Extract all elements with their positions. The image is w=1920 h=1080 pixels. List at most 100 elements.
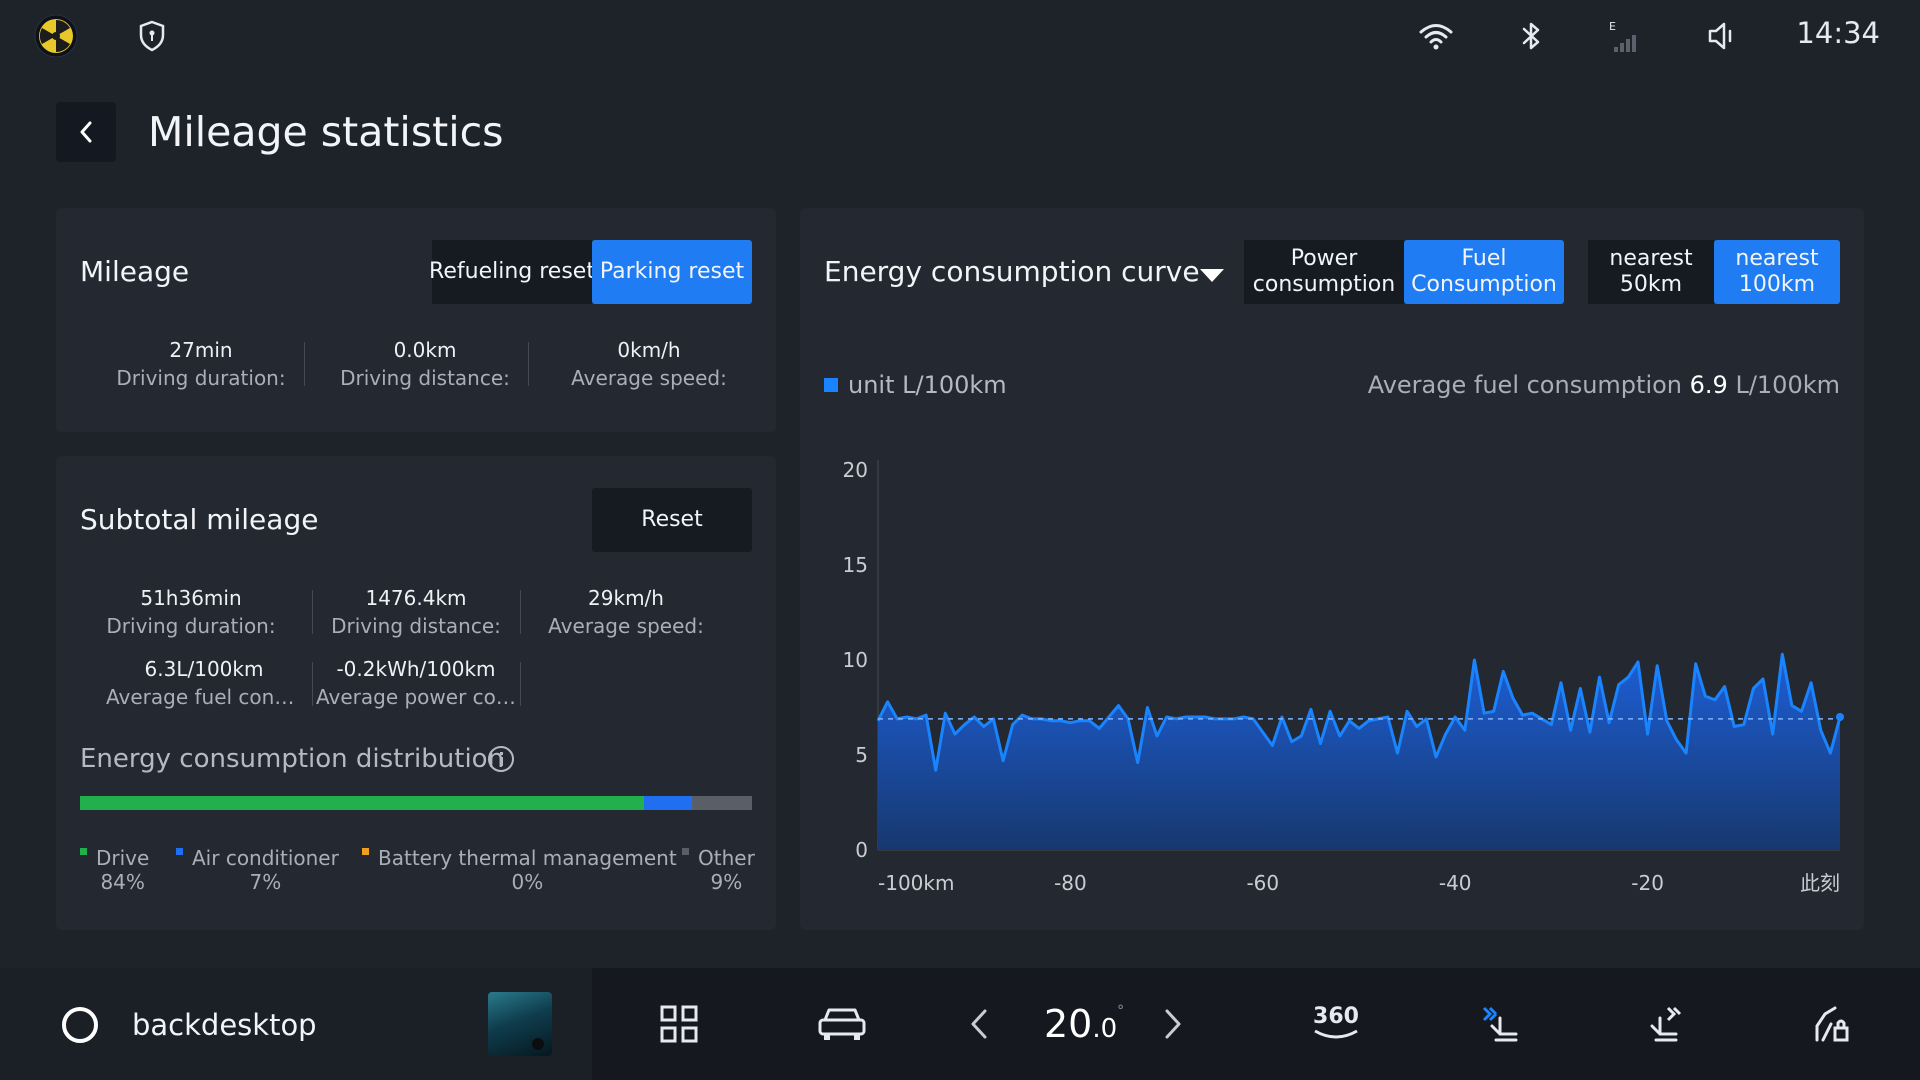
apps-grid-icon[interactable]: [656, 998, 702, 1050]
back-button[interactable]: [56, 102, 116, 162]
legend-percent: 9%: [710, 870, 743, 894]
divider: [520, 590, 521, 634]
temp-down-icon[interactable]: [966, 998, 992, 1050]
avg-label: Average fuel consumption: [1367, 371, 1682, 399]
avg-unit: L/100km: [1735, 371, 1840, 399]
info-icon-bar: [500, 757, 503, 766]
distribution-segment: [80, 796, 645, 810]
divider: [312, 590, 313, 634]
seat-lock-icon[interactable]: [1812, 998, 1852, 1050]
stat-label: Driving duration:: [116, 366, 286, 390]
x-tick-label: -40: [1439, 871, 1472, 895]
x-tick-label: 此刻: [1800, 871, 1840, 895]
stat-value: 0km/h: [617, 338, 681, 362]
x-tick-label: -60: [1246, 871, 1279, 895]
y-tick-label: 20: [843, 458, 868, 482]
legend-drive: Drive 84%: [80, 846, 150, 894]
subtotal-reset-wrap: Reset: [592, 488, 752, 552]
passenger-seat-fan-icon[interactable]: [1640, 998, 1688, 1050]
stat-label: Driving distance:: [340, 366, 510, 390]
nearest-100km-button[interactable]: nearest 100km: [1714, 240, 1840, 304]
x-tick-label: -80: [1054, 871, 1087, 895]
stat-label: Driving duration:: [106, 614, 276, 638]
divider: [312, 662, 313, 706]
rotate-arrow-icon: [1314, 1029, 1358, 1039]
subtotal-reset-button[interactable]: Reset: [592, 488, 752, 552]
swatch: [362, 848, 369, 855]
mileage-reset-selector: Refueling reset Parking reset: [429, 240, 752, 304]
y-tick-label: 0: [855, 838, 868, 862]
subtotal-mileage-card: Subtotal mileage Reset 51h36min Driving …: [56, 456, 776, 930]
distribution-segment: [691, 796, 752, 810]
y-tick-label: 5: [855, 743, 868, 767]
camera-360-icon[interactable]: 360: [1308, 998, 1364, 1050]
swatch: [176, 848, 183, 855]
stat-value: -0.2kWh/100km: [336, 657, 496, 681]
distribution-title: Energy consumption distribution: [80, 744, 505, 774]
dropdown-icon[interactable]: [1200, 268, 1224, 287]
x-tick-label: -20: [1631, 871, 1664, 895]
fuel-consumption-button[interactable]: Fuel Consumption: [1404, 240, 1564, 304]
average-fuel-consumption: Average fuel consumption 6.9 L/100km: [1368, 371, 1840, 399]
mileage-stat-distance: 0.0km Driving distance:: [320, 336, 530, 392]
energy-curve-card: Energy consumption curve Power consumpti…: [800, 208, 1864, 930]
stat-label: Average speed:: [571, 366, 727, 390]
swatch: [682, 848, 689, 855]
stat-value: 51h36min: [140, 586, 242, 610]
cellular-signal-icon: E: [1606, 14, 1640, 58]
temperature-decimal: .0: [1092, 1014, 1118, 1044]
stat-label: Average speed:: [548, 614, 704, 638]
status-bar: E 14:34: [0, 0, 1920, 72]
divider: [528, 342, 529, 386]
view360-label: 360: [1313, 1004, 1359, 1029]
fuel-consumption-chart: 0 5 10 15 20 -100km -80 -60 -40 -20 此刻: [843, 458, 1844, 895]
page-title: Mileage statistics: [148, 108, 504, 156]
subtotal-stat-duration: 51h36min Driving duration:: [96, 584, 286, 640]
consumption-type-selector: Power consumption Fuel Consumption: [1244, 240, 1564, 304]
subtotal-stat-power: -0.2kWh/100km Average power con...: [316, 655, 516, 711]
volume-icon[interactable]: [1706, 14, 1742, 58]
shield-icon[interactable]: [136, 14, 168, 58]
subtotal-title: Subtotal mileage: [80, 503, 319, 536]
x-tick-label: -100km: [878, 871, 954, 895]
swatch: [80, 848, 87, 855]
media-thumbnail[interactable]: [488, 992, 552, 1056]
mileage-title: Mileage: [80, 255, 190, 288]
y-tick-label: 15: [843, 553, 868, 577]
refueling-reset-button[interactable]: Refueling reset: [429, 240, 595, 304]
info-icon[interactable]: [488, 746, 514, 772]
distribution-bar: [80, 796, 752, 810]
energy-curve-title[interactable]: Energy consumption curve: [824, 255, 1200, 288]
legend-label: Drive: [96, 846, 150, 870]
wifi-icon[interactable]: [1418, 14, 1454, 58]
car-icon[interactable]: [816, 998, 868, 1050]
subtotal-stat-distance: 1476.4km Driving distance:: [312, 584, 520, 640]
stat-value: 27min: [169, 338, 233, 362]
driver-seat-fan-icon[interactable]: [1476, 998, 1524, 1050]
unit-swatch: [824, 378, 838, 392]
avg-value: 6.9: [1689, 371, 1728, 399]
stat-label: Average power con...: [316, 685, 516, 709]
legend-label: Air conditioner: [192, 846, 339, 870]
mileage-card: Mileage Refueling reset Parking reset 27…: [56, 208, 776, 432]
legend-percent: 7%: [249, 870, 282, 894]
temp-up-icon[interactable]: [1160, 998, 1186, 1050]
info-icon-dot: [500, 752, 503, 755]
legend-percent: 84%: [100, 870, 145, 894]
distribution-segment: [644, 796, 692, 810]
legend-label: Battery thermal management: [378, 846, 677, 870]
parking-reset-button[interactable]: Parking reset: [592, 240, 752, 304]
temperature-main: 20: [1044, 1002, 1093, 1046]
stat-label: Average fuel consu...: [106, 685, 302, 709]
power-consumption-button[interactable]: Power consumption: [1244, 240, 1404, 304]
home-circle-icon[interactable]: [62, 1007, 98, 1043]
legend-percent: 0%: [511, 870, 544, 894]
bluetooth-icon[interactable]: [1518, 14, 1544, 58]
mileage-stat-duration: 27min Driving duration:: [96, 336, 306, 392]
app-logo-icon[interactable]: [32, 14, 80, 58]
backdesktop-label[interactable]: backdesktop: [132, 1008, 317, 1042]
stat-label: Driving distance:: [331, 614, 501, 638]
nearest-50km-button[interactable]: nearest 50km: [1588, 240, 1714, 304]
stat-value: 29km/h: [588, 586, 664, 610]
legend-label: Other: [698, 846, 755, 870]
